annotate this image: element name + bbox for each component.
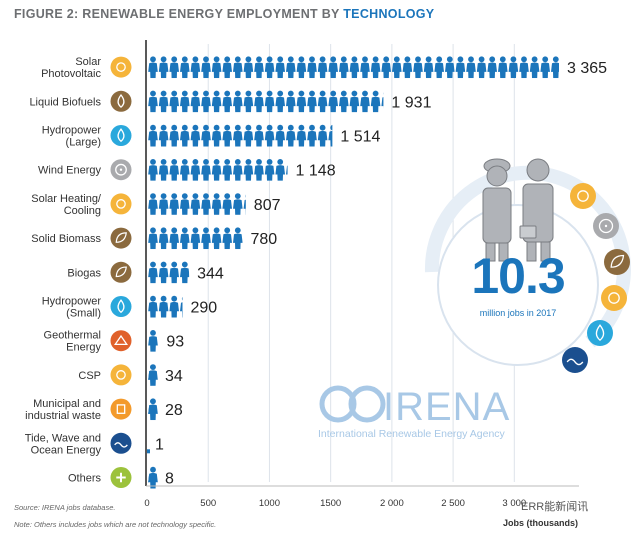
biomass-leaf-icon (110, 227, 132, 249)
bar (148, 124, 333, 147)
value-label: 290 (191, 300, 218, 317)
category-label: Biogas (67, 267, 101, 279)
value-label: 807 (254, 197, 281, 214)
value-label: 1 514 (340, 129, 380, 146)
footnote: Note: Others includes jobs which are not… (14, 520, 217, 529)
worker-figure-right (519, 158, 554, 262)
chart-title: FIGURE 2: RENEWABLE ENERGY EMPLOYMENT BY… (14, 7, 434, 21)
category-label: Others (68, 473, 102, 485)
hero-biomass-leaf-icon (604, 249, 630, 275)
bar (148, 330, 158, 352)
x-tick-label: 3 000 (502, 498, 526, 509)
title-prefix: FIGURE 2: RENEWABLE ENERGY EMPLOYMENT BY (14, 7, 344, 21)
value-label: 93 (166, 334, 184, 351)
sun-icon (110, 364, 132, 386)
bar (148, 398, 158, 421)
irena-logo-mark (319, 385, 386, 423)
x-tick-label: 0 (144, 498, 149, 509)
total-jobs-caption: million jobs in 2017 (479, 308, 557, 318)
source-note: Source: IRENA jobs database. (14, 503, 116, 512)
value-label: 1 931 (391, 94, 431, 111)
hero-technology-icons (562, 183, 630, 373)
brand-full-name: International Renewable Energy Agency (318, 428, 505, 440)
value-label: 3 365 (567, 60, 607, 77)
bar (148, 261, 190, 284)
category-icons (110, 56, 132, 488)
hero-sun-icon (601, 285, 627, 311)
value-label: 1 148 (296, 163, 336, 180)
x-axis-label: Jobs (thousands) (503, 518, 579, 528)
waste-icon (110, 398, 132, 420)
x-tick-label: 1500 (320, 498, 341, 509)
bar (148, 227, 243, 250)
category-label: Liquid Biofuels (29, 96, 101, 108)
hero-circle (437, 204, 599, 366)
bars (147, 56, 559, 489)
category-label: Hydropower (Large) (42, 125, 102, 149)
bar (148, 193, 246, 215)
category-label: CSP (78, 370, 101, 382)
water-drop-icon (110, 125, 132, 146)
watermark: ERR能新闻讯 (521, 501, 589, 513)
worker-figure-left (482, 158, 512, 262)
value-label: 34 (165, 368, 183, 385)
x-tick-label: 500 (200, 498, 216, 509)
x-axis: 0 500 1000 1500 2 000 2 500 3 000 (144, 40, 579, 509)
brand-name: IRENA (383, 385, 511, 429)
bar (148, 159, 288, 181)
category-label: Solar Heating/Cooling (31, 193, 102, 217)
value-label: 780 (251, 231, 278, 248)
hero-water-drop-icon (587, 320, 613, 346)
geothermal-icon (110, 330, 132, 352)
category-label: Solar Photovoltaic (41, 56, 101, 80)
bar (147, 449, 150, 454)
category-label: Hydropower (Small) (42, 296, 102, 320)
sun-icon (110, 56, 132, 78)
x-tick-label: 2 000 (380, 498, 404, 509)
biogas-leaf-icon (110, 261, 132, 283)
category-label: Wind Energy (38, 165, 101, 177)
x-tick-label: 1000 (259, 498, 280, 509)
category-label: Solid Biomass (31, 233, 101, 245)
x-tick-label: 2 500 (441, 498, 465, 509)
bar (148, 364, 158, 386)
hero-wave-icon (562, 347, 588, 373)
sun-icon (110, 193, 132, 215)
bar (148, 466, 158, 489)
value-label: 28 (165, 402, 183, 419)
wave-icon (110, 432, 132, 454)
value-label: 344 (197, 265, 224, 282)
category-labels: Solar Photovoltaic Liquid Biofuels Hydropow… (25, 56, 102, 484)
plus-icon (110, 467, 132, 488)
value-label: 8 (165, 471, 174, 488)
title-highlight: TECHNOLOGY (343, 7, 435, 21)
bar (148, 90, 384, 113)
value-label: 1 (155, 436, 164, 453)
biofuel-drop-icon (110, 90, 132, 112)
category-label: Tide, Wave and Ocean Energy (25, 432, 102, 456)
total-jobs-value: 10.3 (471, 248, 565, 304)
hero-sun-icon (570, 183, 596, 209)
water-drop-icon (110, 296, 132, 317)
wind-turbine-icon (110, 159, 132, 181)
bar (148, 56, 559, 79)
hero-wind-turbine-icon (593, 213, 619, 239)
category-label: Geothermal Energy (44, 330, 102, 354)
category-label: Municipal and industrial waste (25, 398, 101, 422)
